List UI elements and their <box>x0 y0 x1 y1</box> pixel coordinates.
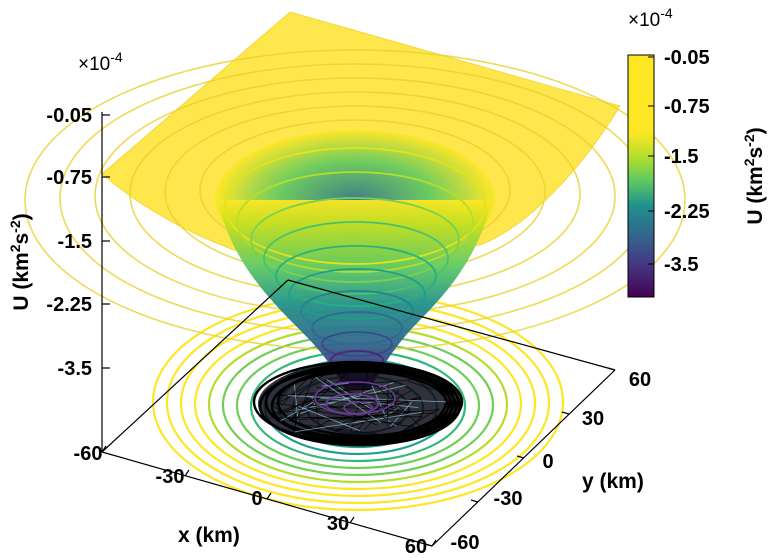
x-tick-mark <box>266 492 272 500</box>
mesh-line <box>305 404 424 413</box>
mesh-line <box>294 377 314 425</box>
mesh-line <box>315 376 382 424</box>
mesh-line <box>374 383 424 430</box>
mesh-line <box>309 417 367 421</box>
z-tick-label: -0.75 <box>46 167 92 189</box>
back-x-line <box>287 279 616 371</box>
x-tick-label: 0 <box>251 488 262 510</box>
colorbar-tick-label: -0.75 <box>664 96 710 118</box>
mesh-line <box>287 395 447 403</box>
back-y-line <box>101 279 289 453</box>
y-tick-mark <box>561 411 570 415</box>
funnel-contour-ring <box>250 197 460 283</box>
x-tick-label: -60 <box>74 443 103 465</box>
colorbar-tick-label: -3.5 <box>664 254 698 276</box>
mesh-line <box>339 409 440 419</box>
z-tick-label: -1.5 <box>58 231 92 253</box>
mesh-line <box>390 392 399 413</box>
x-tick-label: -30 <box>156 466 185 488</box>
y-axis-label: y (km) <box>582 470 644 493</box>
mesh-line <box>305 417 335 434</box>
y-tick-label: 60 <box>629 369 651 391</box>
x-tick-mark <box>101 445 107 453</box>
mesh-line <box>401 415 450 438</box>
mesh-line <box>270 403 286 416</box>
x-axis-label: x (km) <box>178 524 240 547</box>
x-tick-mark <box>431 539 437 547</box>
colorbar-multiplier: ×10-4 <box>628 5 673 31</box>
mesh-ring <box>276 367 452 437</box>
z-multiplier: ×10-4 <box>78 49 123 75</box>
colorbar-gradient <box>627 54 655 298</box>
z-tick-label: -2.25 <box>46 294 92 316</box>
mesh-line <box>272 397 319 415</box>
colorbar-multiplier-exp: -4 <box>660 5 673 21</box>
y-axis-ticks: -60 -30 0 30 60 <box>424 367 651 554</box>
mesh-line <box>289 405 322 421</box>
funnel-contour-ring <box>236 171 474 273</box>
mesh-line <box>304 367 354 412</box>
mesh-line <box>367 420 403 424</box>
mesh-line <box>352 421 365 437</box>
mesh-line <box>282 373 313 405</box>
mesh-line <box>332 378 419 388</box>
y-tick-mark <box>424 543 433 547</box>
mesh-ring <box>270 370 450 442</box>
colorbar-label: U (km2s-2) <box>741 127 767 224</box>
mesh-line <box>322 381 407 414</box>
colorbar: -0.05 -0.75 -1.5 -2.25 -3.5 ×10-4 U (km2s-2) <box>627 5 767 298</box>
funnel-body <box>218 200 492 390</box>
colorbar-tick-label: -1.5 <box>664 146 698 168</box>
x-tick-label: 30 <box>327 513 349 535</box>
mesh-line <box>276 369 334 405</box>
funnel-contour-ring <box>311 311 403 345</box>
z-axis-ticks: -0.05 -0.75 -1.5 -2.25 -3.5 <box>46 105 110 380</box>
colorbar-tick-label: -2.25 <box>664 201 710 223</box>
y-tick-label: -30 <box>494 488 523 510</box>
x-axis-ticks: -60 -30 0 30 60 <box>74 443 437 558</box>
mesh-line <box>310 396 316 406</box>
x-tick-label: 60 <box>405 536 427 558</box>
z-tick-label: -0.05 <box>46 105 92 127</box>
y-tick-mark <box>516 455 525 459</box>
mesh-line <box>275 387 383 397</box>
mesh-line <box>272 416 423 419</box>
x-tick-mark <box>349 516 355 524</box>
z-tick-label: -3.5 <box>58 358 92 380</box>
funnel-contour-rings <box>224 147 486 381</box>
mesh-line <box>270 394 323 419</box>
mesh-line <box>404 408 439 431</box>
mesh-line <box>294 384 299 422</box>
colorbar-tick-label: -0.05 <box>664 47 710 69</box>
y-tick-label: 30 <box>582 408 604 430</box>
funnel-contour-ring <box>275 245 437 307</box>
mesh-line <box>407 380 434 391</box>
potential-surface <box>24 11 686 390</box>
y-tick-mark <box>607 367 616 371</box>
colorbar-ticks: -0.05 -0.75 -1.5 -2.25 -3.5 <box>648 47 710 276</box>
funnel-contour-ring <box>224 147 486 265</box>
funnel-contour-ring <box>321 331 393 357</box>
funnel-contour-ring <box>300 290 414 332</box>
mesh-cluster <box>252 360 464 447</box>
y-tick-mark <box>470 499 479 503</box>
mesh-line <box>386 383 389 427</box>
z-axis-label: U (km2s-2) <box>7 213 33 310</box>
z-multiplier-exp: -4 <box>110 49 123 65</box>
mesh-line <box>334 390 412 432</box>
y-tick-label: -60 <box>451 532 480 554</box>
y-tick-label: 0 <box>542 451 553 473</box>
funnel-contour-ring <box>288 268 426 320</box>
mesh-inner-contour <box>343 401 373 415</box>
funnel-contour-ring <box>263 221 449 295</box>
mesh-line <box>273 398 422 414</box>
mesh-line <box>296 423 377 435</box>
mesh-line <box>295 411 422 433</box>
x-tick-mark <box>184 469 190 477</box>
mesh-line <box>290 384 406 413</box>
